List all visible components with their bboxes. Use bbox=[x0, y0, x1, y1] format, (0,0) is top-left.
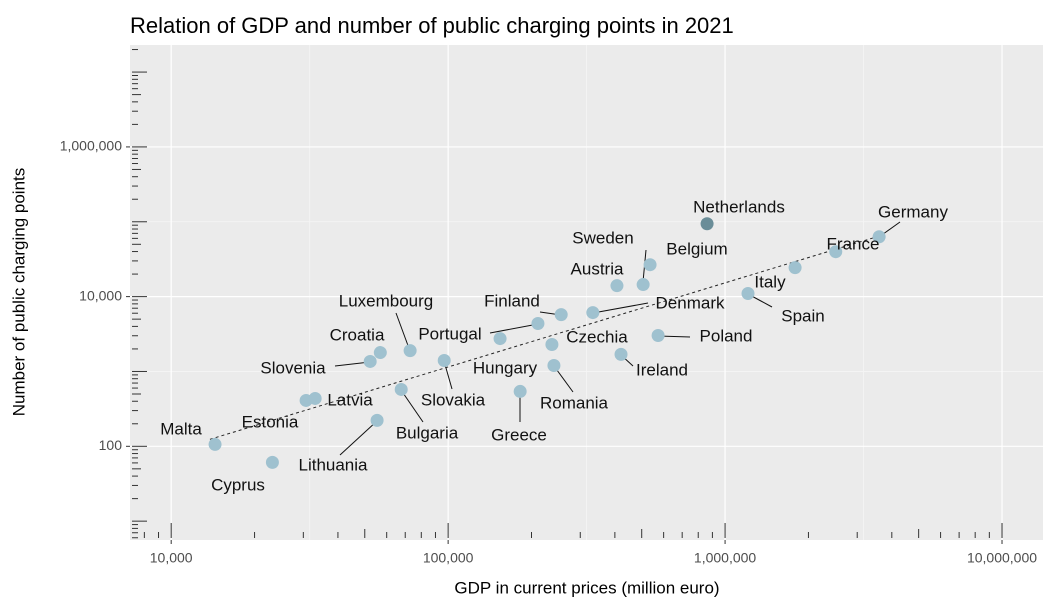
point-label: Belgium bbox=[666, 239, 727, 258]
point bbox=[265, 455, 279, 469]
leader-line bbox=[400, 389, 424, 423]
point-label: Luxembourg bbox=[339, 291, 434, 310]
x-tick-label: 10,000,000 bbox=[967, 550, 1037, 566]
point bbox=[370, 413, 384, 427]
y-tick-label: 10,000 bbox=[79, 287, 122, 303]
point-label: Netherlands bbox=[693, 197, 785, 216]
point-label: Cyprus bbox=[211, 475, 265, 494]
point bbox=[394, 382, 408, 396]
x-axis-title: GDP in current prices (million euro) bbox=[454, 578, 719, 597]
point bbox=[513, 384, 527, 398]
point bbox=[586, 306, 600, 320]
point-label: Lithuania bbox=[298, 455, 368, 474]
point-label: Poland bbox=[700, 326, 753, 345]
point bbox=[700, 217, 714, 231]
point bbox=[788, 261, 802, 275]
point-label: Italy bbox=[754, 272, 786, 291]
point-label: Slovakia bbox=[421, 390, 486, 409]
point-label: Denmark bbox=[656, 293, 725, 312]
point-label: Bulgaria bbox=[396, 423, 459, 442]
point bbox=[363, 354, 377, 368]
x-tick-label: 10,000 bbox=[150, 550, 193, 566]
point-label: Portugal bbox=[418, 324, 481, 343]
x-tick-label: 1,000,000 bbox=[694, 550, 756, 566]
y-tick-label: 1,000,000 bbox=[60, 138, 122, 154]
point bbox=[437, 354, 451, 368]
point-label: Austria bbox=[571, 259, 624, 278]
point bbox=[373, 346, 387, 360]
point-label: Latvia bbox=[327, 390, 373, 409]
point bbox=[643, 258, 657, 272]
point bbox=[554, 308, 568, 322]
point bbox=[545, 338, 559, 352]
point-label: Sweden bbox=[572, 228, 633, 247]
y-axis-title: Number of public charging points bbox=[9, 168, 28, 417]
point bbox=[403, 344, 417, 358]
x-tick-label: 100,000 bbox=[423, 550, 474, 566]
point-label: Czechia bbox=[566, 327, 628, 346]
y-tick-label: 100 bbox=[99, 437, 123, 453]
leader-line bbox=[592, 302, 649, 314]
point bbox=[614, 347, 628, 361]
point bbox=[651, 329, 665, 343]
point-label: Estonia bbox=[242, 412, 299, 431]
leader-line bbox=[339, 420, 378, 456]
point-label: Spain bbox=[781, 306, 824, 325]
point-label: Malta bbox=[160, 419, 202, 438]
point-label: Croatia bbox=[330, 325, 385, 344]
chart-title: Relation of GDP and number of public cha… bbox=[130, 13, 734, 38]
point-label: Ireland bbox=[636, 360, 688, 379]
point-label: Hungary bbox=[473, 358, 538, 377]
point bbox=[493, 332, 507, 346]
point bbox=[547, 359, 561, 373]
point bbox=[308, 391, 322, 405]
point bbox=[610, 279, 624, 293]
point bbox=[829, 245, 843, 259]
point bbox=[741, 287, 755, 301]
point bbox=[872, 230, 886, 244]
point-label: France bbox=[827, 234, 880, 253]
point-label: Finland bbox=[484, 291, 540, 310]
point bbox=[636, 278, 650, 292]
point-label: Romania bbox=[540, 393, 609, 412]
point bbox=[208, 437, 222, 451]
point-label: Greece bbox=[491, 425, 547, 444]
point-label: Slovenia bbox=[260, 358, 326, 377]
trend-line bbox=[209, 235, 881, 440]
point bbox=[531, 317, 545, 331]
point-label: Germany bbox=[878, 202, 948, 221]
leader-line bbox=[489, 323, 539, 334]
